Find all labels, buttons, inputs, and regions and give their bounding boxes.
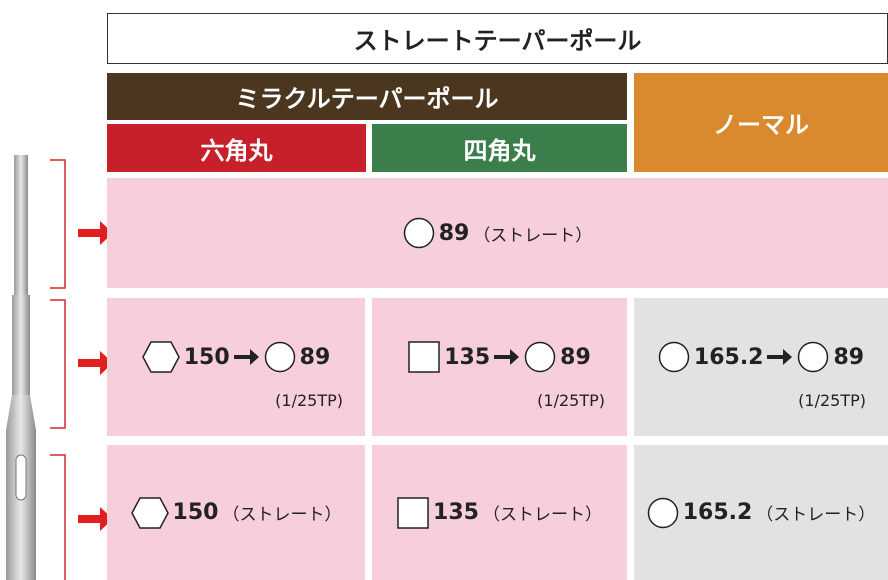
cell: 165.2 89 (1/25TP) (634, 298, 888, 436)
from-value: 150 (183, 344, 230, 370)
to-value: 89 (299, 344, 331, 370)
cell-line: 89 （ストレート） (403, 217, 593, 249)
cell: 165.2 （ストレート） (634, 445, 888, 580)
hex-header: 六角丸 (107, 124, 366, 172)
shape-icon (658, 341, 690, 373)
miracle-header: ミラクルテーパーポール (107, 73, 627, 120)
cell: 150 （ストレート） (107, 445, 365, 580)
shape-icon (647, 497, 678, 528)
to-value: 89 (833, 344, 865, 370)
from-value: 165.2 (693, 344, 764, 370)
normal-header: ノーマル (634, 73, 888, 172)
note: (1/25TP) (537, 391, 605, 410)
arrow-icon (233, 349, 259, 365)
note: （ストレート） (482, 505, 602, 525)
note: （ストレート） (756, 505, 876, 525)
circle-icon (403, 217, 434, 249)
circle-icon (524, 341, 556, 373)
cell: 135 89 (1/25TP) (372, 298, 627, 436)
from-value: 135 (444, 344, 491, 370)
cell-line: 165.2 （ストレート） (647, 497, 876, 529)
cell-line: 165.2 89 (658, 341, 864, 373)
note: （ストレート） (222, 505, 342, 525)
shape-icon (408, 341, 440, 373)
title: ストレートテーパーポール (107, 13, 888, 64)
note: (1/25TP) (275, 391, 343, 410)
square-header: 四角丸 (372, 124, 627, 172)
note: (1/25TP) (798, 391, 866, 410)
cell-line: 135 （ストレート） (397, 496, 602, 529)
cell: 150 89 (1/25TP) (107, 298, 365, 436)
value: 135 (433, 500, 479, 525)
arrow-icon (767, 349, 793, 365)
circle-icon (264, 341, 295, 373)
cell-line: 135 89 (408, 341, 591, 373)
value: 150 (172, 500, 219, 525)
shape-icon (130, 496, 169, 529)
shape-icon (397, 496, 429, 529)
shape-icon (141, 341, 180, 373)
row-straight-all: 89 （ストレート） (107, 178, 888, 288)
cell-line: 150 89 (141, 341, 331, 373)
cell-line: 150 （ストレート） (130, 496, 342, 529)
cell: 135 （ストレート） (372, 445, 627, 580)
to-value: 89 (560, 344, 591, 370)
circle-icon (798, 341, 829, 373)
note: （ストレート） (473, 225, 593, 246)
value: 165.2 (682, 500, 753, 525)
value: 89 (438, 220, 470, 246)
arrow-icon (494, 349, 520, 365)
